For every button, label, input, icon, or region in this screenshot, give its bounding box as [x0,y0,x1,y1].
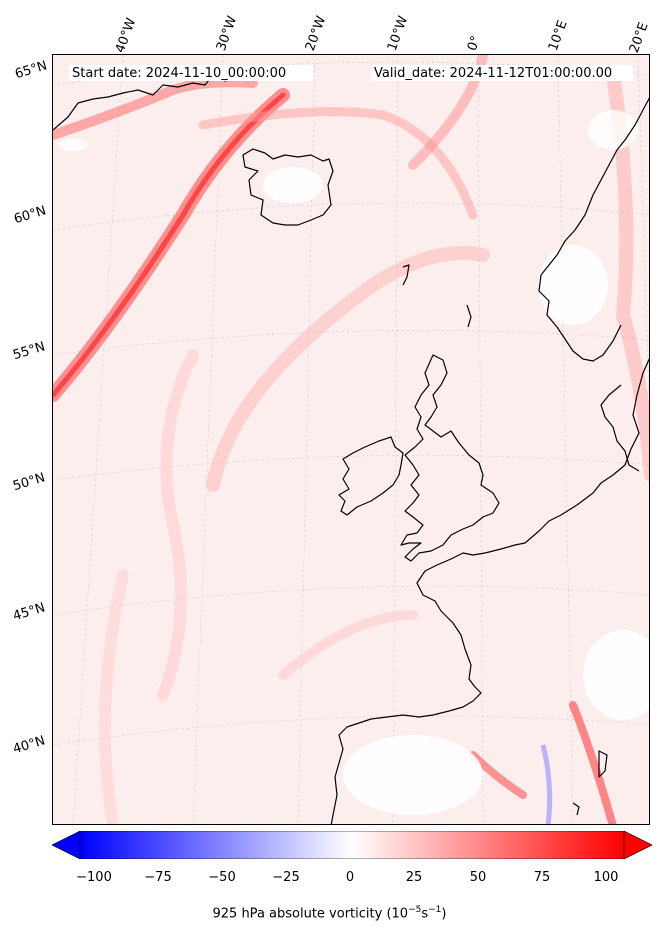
colorbar-extend-low [52,831,81,859]
vorticity-map [52,54,650,825]
great-britain-coast [400,354,500,562]
colorbar-label: 925 hPa absolute vorticity (10−5s−1) [212,905,447,922]
lon-label-20w: 20°W [302,14,330,53]
colorbar-tick-label: 25 [405,870,423,885]
colorbar-tick-label: 100 [593,870,619,885]
continent-coast [330,358,649,824]
ireland-coast [338,436,404,516]
colorbar [52,831,652,859]
lat-label-60n: 60°N [12,203,48,228]
lat-label-55n: 55°N [11,339,47,364]
lat-label-65n: 65°N [13,58,49,83]
lon-label-20e: 20°E [626,20,652,55]
white-areas [58,110,649,815]
lon-label-10e: 10°E [545,18,571,53]
map-canvas [53,55,649,824]
lat-label-40n: 40°N [11,733,47,758]
colorbar-tick-label: −100 [76,870,112,885]
colorbar-extend-high [623,831,652,859]
blue-patch [540,744,553,824]
denmark-coast [600,384,640,472]
lon-label-10w: 10°W [384,14,412,53]
valid-date-text: Valid_date: 2024-11-12T01:00:00.00 [372,66,615,81]
iceland-coast [242,148,334,226]
lon-label-30w: 30°W [213,14,241,53]
colorbar-tick-label: 0 [345,870,355,885]
lon-label-40w: 40°W [112,16,140,55]
colorbar-tick-label: 50 [469,870,487,885]
lon-label-0: 0° [464,33,485,53]
lat-label-50n: 50°N [11,470,47,495]
colorbar-tick-label: −75 [144,870,172,885]
colorbar-tick-label: −25 [272,870,300,885]
coastlines [53,70,649,824]
norway-coast [538,97,649,362]
lat-label-45n: 45°N [11,600,47,625]
graticule [53,55,649,824]
colorbar-body [79,831,625,859]
colorbar-tick-label: 75 [533,870,551,885]
start-date-text: Start date: 2024-11-10_00:00:00 [70,66,289,81]
colorbar-tick-label: −50 [208,870,236,885]
